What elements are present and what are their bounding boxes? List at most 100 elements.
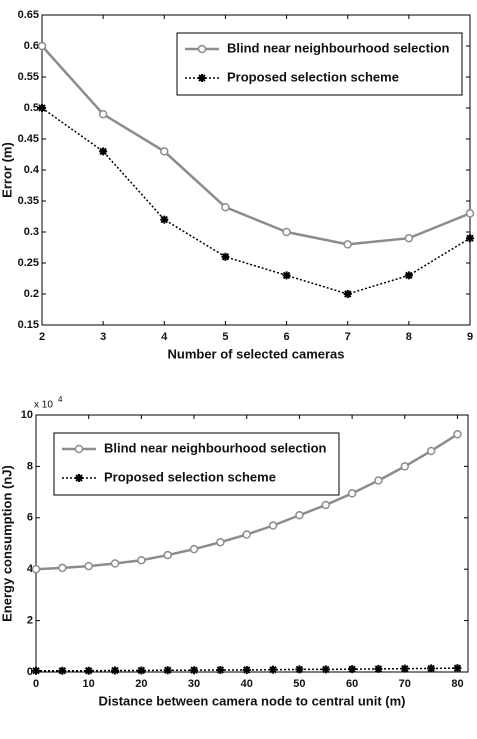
- marker: [295, 665, 304, 674]
- axis-multiplier-exponent: 4: [58, 395, 63, 404]
- legend-box: [53, 432, 340, 496]
- marker: [404, 271, 413, 280]
- y-tick-label: 0.6: [24, 40, 39, 52]
- series-line: [41, 45, 471, 246]
- y-tick-label: 0.55: [18, 71, 39, 83]
- x-tick-label: 2: [39, 331, 45, 343]
- marker: [465, 209, 475, 218]
- x-tick-label: 60: [346, 678, 358, 690]
- x-axis-label: Number of selected cameras: [167, 346, 344, 361]
- marker: [137, 666, 146, 675]
- legend-label: Proposed selection scheme: [104, 469, 276, 484]
- marker: [404, 233, 414, 243]
- marker: [453, 430, 462, 439]
- marker: [58, 563, 67, 573]
- marker: [242, 530, 251, 539]
- y-tick-label: 0.45: [18, 133, 39, 145]
- x-tick-label: 8: [406, 331, 412, 343]
- marker: [38, 104, 46, 112]
- x-tick-label: 70: [399, 678, 411, 690]
- y-axis-label: Energy consumption (nJ): [0, 465, 14, 622]
- x-tick-label: 7: [345, 331, 351, 343]
- x-tick-label: 20: [135, 678, 147, 690]
- x-tick-label: 10: [83, 678, 95, 690]
- legend-marker: [75, 474, 83, 482]
- y-tick-label: 0: [27, 666, 33, 678]
- marker: [110, 559, 120, 568]
- marker: [242, 665, 251, 674]
- marker: [453, 664, 462, 673]
- x-tick-label: 6: [284, 331, 290, 343]
- marker: [221, 252, 230, 261]
- x-axis-label: Distance between camera node to central …: [98, 693, 405, 708]
- x-tick-label: 3: [100, 331, 106, 343]
- marker: [269, 665, 278, 674]
- marker: [321, 665, 330, 674]
- x-tick-label: 9: [467, 331, 473, 343]
- y-tick-label: 4: [27, 563, 34, 575]
- y-tick-label: 0.35: [18, 195, 39, 207]
- marker: [163, 666, 172, 675]
- marker: [400, 664, 409, 673]
- y-tick-label: 8: [27, 460, 33, 472]
- y-tick-label: 0.65: [18, 9, 39, 21]
- marker: [99, 147, 108, 156]
- y-tick-label: 0.5: [24, 102, 39, 114]
- marker: [111, 666, 120, 675]
- marker: [221, 202, 230, 212]
- marker: [84, 561, 93, 571]
- y-tick-label: 0.15: [18, 319, 39, 331]
- legend-label: Blind near neighbourhood selection: [227, 40, 450, 55]
- marker: [190, 666, 199, 675]
- y-tick-label: 0.4: [24, 164, 40, 176]
- marker: [98, 109, 108, 119]
- marker: [189, 544, 199, 554]
- marker: [282, 271, 291, 280]
- marker: [137, 555, 146, 565]
- y-tick-label: 10: [21, 409, 33, 421]
- marker: [426, 446, 436, 456]
- marker: [374, 476, 383, 485]
- legend-marker: [74, 444, 84, 454]
- legend-label: Blind near neighbourhood selection: [104, 440, 327, 455]
- y-axis-label: Error (m): [0, 142, 14, 198]
- x-tick-label: 30: [188, 678, 200, 690]
- x-tick-label: 0: [33, 678, 39, 690]
- legend-marker: [197, 44, 207, 54]
- marker: [163, 550, 172, 560]
- marker: [37, 41, 47, 51]
- legend-label: Proposed selection scheme: [227, 69, 399, 84]
- x-tick-label: 80: [451, 678, 463, 690]
- marker: [268, 521, 278, 530]
- x-tick-label: 4: [161, 331, 168, 343]
- y-tick-label: 0.2: [24, 288, 39, 300]
- marker: [427, 664, 436, 673]
- y-tick-label: 6: [27, 512, 33, 524]
- y-tick-label: 0.3: [24, 226, 39, 238]
- marker: [58, 666, 67, 675]
- legend-marker: [198, 74, 206, 82]
- marker: [343, 240, 352, 249]
- marker: [374, 664, 383, 673]
- marker: [466, 234, 474, 243]
- marker: [400, 462, 410, 471]
- marker: [32, 666, 40, 675]
- y-tick-label: 0.25: [18, 257, 39, 269]
- marker: [295, 510, 304, 520]
- x-tick-label: 5: [222, 331, 228, 343]
- x-tick-label: 40: [241, 678, 253, 690]
- marker: [216, 665, 225, 674]
- legend-box: [176, 32, 463, 96]
- axis-multiplier: x 10: [34, 400, 53, 411]
- marker: [343, 290, 352, 298]
- marker: [84, 666, 93, 675]
- marker: [216, 537, 225, 547]
- marker: [160, 147, 169, 156]
- marker: [321, 500, 331, 510]
- marker: [31, 564, 41, 574]
- marker: [282, 227, 291, 237]
- marker: [348, 665, 357, 674]
- marker: [347, 489, 357, 498]
- y-tick-label: 2: [27, 615, 33, 627]
